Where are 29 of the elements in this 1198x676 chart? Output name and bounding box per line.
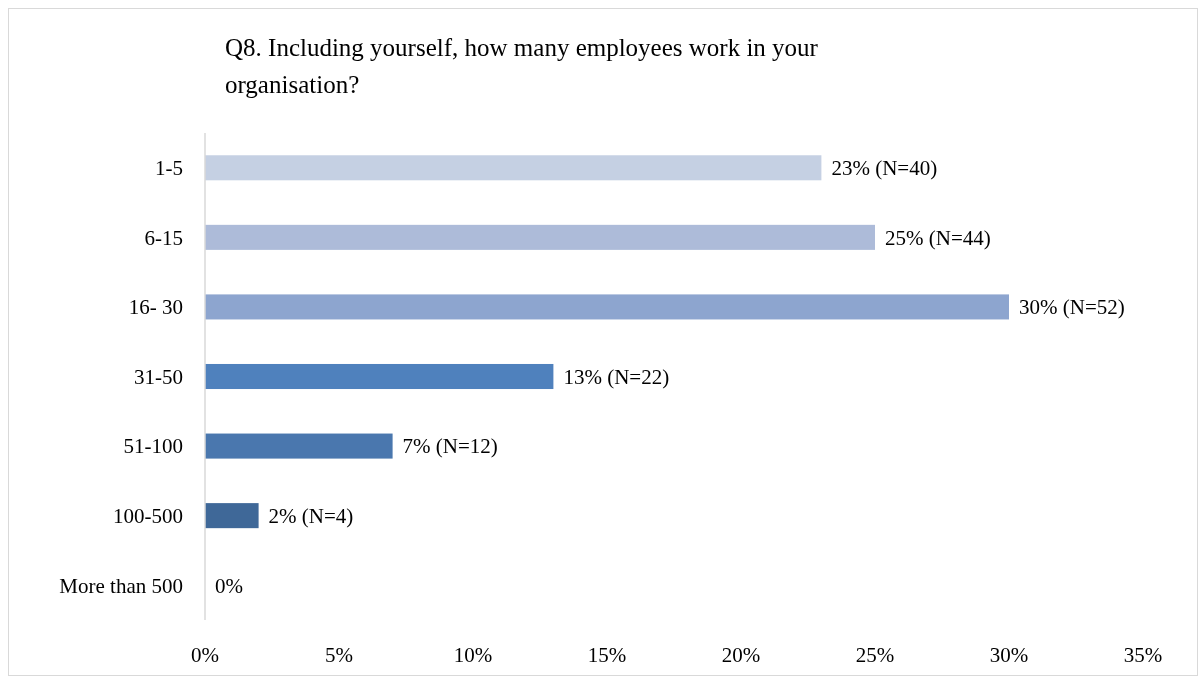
bar <box>205 294 1009 320</box>
data-label: 30% (N=52) <box>1019 295 1125 320</box>
y-tick-label: 51-100 <box>123 434 183 459</box>
x-tick-label: 15% <box>587 643 627 667</box>
y-tick-label: 6-15 <box>144 225 183 250</box>
y-tick-label: 100-500 <box>113 503 183 528</box>
y-tick-label: 1-5 <box>155 156 183 181</box>
data-label: 13% (N=22) <box>563 364 670 389</box>
data-label: 0% <box>215 573 243 598</box>
x-tick-label: 30% <box>989 643 1029 667</box>
x-tick-label: 5% <box>325 643 353 667</box>
data-label: 7% (N=12) <box>402 434 498 459</box>
y-tick-label: 16- 30 <box>128 295 183 320</box>
bar <box>205 155 822 181</box>
x-tick-label: 10% <box>453 643 493 667</box>
bar <box>205 363 554 390</box>
data-label: 23% (N=40) <box>831 156 938 181</box>
bar <box>205 433 393 459</box>
bar <box>205 503 259 529</box>
data-label: 25% (N=44) <box>885 225 991 250</box>
data-label: 2% (N=4) <box>268 503 354 528</box>
x-tick-label: 0% <box>191 643 219 667</box>
x-tick-label: 20% <box>721 643 761 667</box>
bar <box>205 224 875 250</box>
y-tick-label: More than 500 <box>59 573 183 598</box>
x-tick-label: 35% <box>1123 643 1163 667</box>
chart-title: Q8. Including yourself, how many employees work in your organisation? <box>225 34 819 98</box>
x-tick-label: 25% <box>855 643 895 667</box>
y-tick-label: 31-50 <box>134 364 183 389</box>
